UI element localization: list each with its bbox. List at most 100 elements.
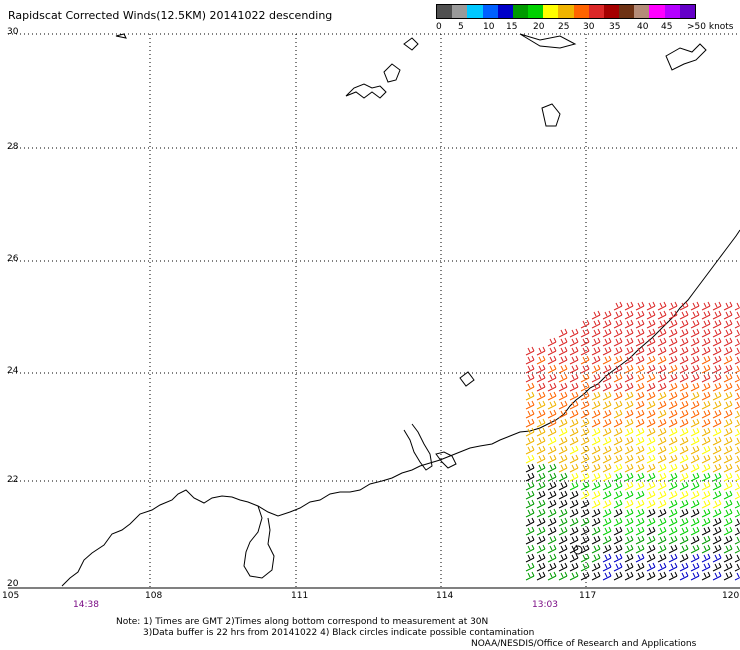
- scale-swatch: [649, 5, 665, 18]
- wind-barb: [690, 481, 700, 491]
- wind-barb: [712, 373, 722, 383]
- wind-barb: [668, 481, 678, 491]
- wind-barb: [690, 499, 700, 509]
- scale-label-25: 25: [558, 22, 570, 32]
- wind-barb: [701, 337, 711, 347]
- wind-barb: [734, 518, 740, 527]
- wind-barb: [734, 482, 740, 491]
- wind-barb: [547, 508, 557, 518]
- wind-barb: [547, 454, 557, 464]
- wind-barb: [635, 328, 645, 338]
- wind-barb: [701, 319, 711, 329]
- wind-barb: [569, 472, 579, 482]
- wind-barb: [723, 454, 733, 464]
- wind-barb: [580, 328, 590, 338]
- wind-barb: [602, 535, 612, 545]
- wind-barb: [657, 544, 667, 554]
- wind-barb: [525, 490, 535, 500]
- wind-barb: [723, 355, 733, 365]
- wind-barb: [602, 490, 612, 500]
- wind-barb: [580, 508, 590, 518]
- wind-barb: [580, 490, 590, 500]
- wind-barb: [712, 409, 722, 419]
- wind-barb: [723, 463, 733, 473]
- wind-barb: [734, 473, 740, 482]
- wind-barb: [712, 319, 722, 329]
- wind-barb: [525, 562, 535, 572]
- wind-barb: [547, 445, 557, 455]
- wind-barb: [580, 517, 590, 527]
- wind-barb: [657, 535, 667, 545]
- wind-barb: [646, 481, 656, 491]
- wind-barb: [624, 418, 634, 428]
- wind-barb: [723, 499, 733, 509]
- wind-barb: [613, 436, 623, 446]
- wind-barb: [657, 409, 667, 419]
- wind-barb: [646, 562, 656, 572]
- wind-barb: [657, 526, 667, 536]
- wind-barb: [657, 418, 667, 428]
- wind-barb: [525, 391, 535, 401]
- wind-barb: [591, 427, 601, 437]
- wind-barb: [624, 481, 634, 491]
- wind-barb: [723, 373, 733, 383]
- wind-barb: [591, 373, 601, 383]
- lat-label-26: 26: [7, 254, 19, 264]
- wind-barb: [624, 391, 634, 401]
- wind-barb: [734, 329, 740, 338]
- wind-barb: [602, 571, 612, 581]
- wind-barb: [536, 544, 546, 554]
- wind-barb: [536, 535, 546, 545]
- wind-barb: [646, 463, 656, 473]
- wind-barb: [547, 391, 557, 401]
- wind-barb: [624, 490, 634, 500]
- wind-barb: [646, 571, 656, 581]
- wind-barb: [536, 499, 546, 509]
- wind-barb: [602, 409, 612, 419]
- wind-barb: [558, 445, 568, 455]
- wind-barb: [558, 490, 568, 500]
- wind-barb: [690, 463, 700, 473]
- wind-barb: [602, 319, 612, 329]
- wind-barb: [657, 346, 667, 356]
- wind-barb: [635, 454, 645, 464]
- wind-barb: [624, 463, 634, 473]
- wind-barb: [646, 472, 656, 482]
- wind-barb: [690, 355, 700, 365]
- wind-barb: [701, 400, 711, 410]
- wind-barb: [712, 535, 722, 545]
- coastline: [61, 33, 740, 587]
- wind-barb: [668, 301, 678, 311]
- wind-barb: [657, 499, 667, 509]
- wind-barb: [547, 526, 557, 536]
- wind-barb: [536, 364, 546, 374]
- wind-barb: [679, 400, 689, 410]
- wind-barb: [635, 310, 645, 320]
- wind-barb: [580, 436, 590, 446]
- wind-barb: [624, 355, 634, 365]
- wind-barb: [646, 418, 656, 428]
- wind-barb: [613, 472, 623, 482]
- wind-barb: [536, 553, 546, 563]
- wind-barb: [701, 346, 711, 356]
- wind-barb: [536, 463, 546, 473]
- wind-barb: [723, 364, 733, 374]
- wind-barb: [679, 373, 689, 383]
- wind-barb: [679, 526, 689, 536]
- wind-barb: [602, 454, 612, 464]
- wind-barb: [668, 436, 678, 446]
- wind-barb: [679, 355, 689, 365]
- wind-barb: [547, 544, 557, 554]
- wind-barb: [591, 337, 601, 347]
- wind-barb: [646, 544, 656, 554]
- color-scale-bar: [436, 4, 696, 19]
- wind-barb: [558, 364, 568, 374]
- wind-barb: [734, 500, 740, 509]
- wind-barb: [547, 535, 557, 545]
- wind-barb: [668, 526, 678, 536]
- wind-barb: [646, 328, 656, 338]
- wind-barb: [591, 544, 601, 554]
- wind-barb: [701, 517, 711, 527]
- wind-speed-color-scale: 0 5 10 15 20 25 30 35 40 45 >50 knots: [436, 4, 734, 36]
- wind-barb: [734, 536, 740, 545]
